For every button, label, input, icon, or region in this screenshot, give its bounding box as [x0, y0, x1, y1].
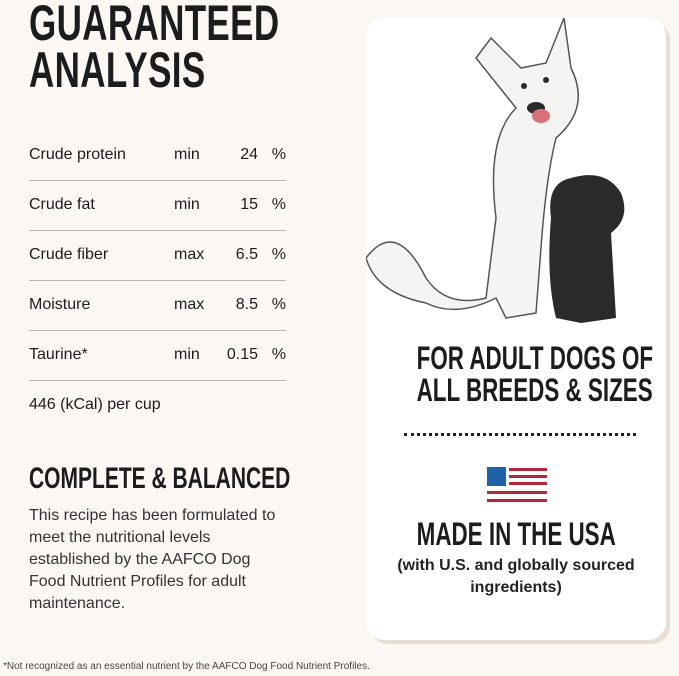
analysis-qualifier: min	[174, 146, 200, 163]
calories: 446 (kCal) per cup	[29, 396, 161, 413]
analysis-value: 6.5	[235, 246, 258, 263]
analysis-row: Crude fiber max 6.5%	[29, 230, 286, 281]
analysis-value: 8.5	[235, 296, 258, 313]
analysis-unit: %	[271, 346, 286, 363]
analysis-row: Moisture max 8.5%	[29, 280, 286, 331]
analysis-row: Crude fat min 15%	[29, 180, 286, 231]
dotted-divider	[404, 433, 636, 436]
analysis-qualifier: min	[174, 346, 200, 363]
analysis-row: Crude protein min 24%	[29, 130, 286, 181]
analysis-qualifier: max	[174, 246, 205, 263]
analysis-nutrient: Crude fiber	[29, 246, 109, 263]
complete-balanced-text: This recipe has been formulated to meet …	[29, 507, 276, 612]
dogs-illustration	[366, 18, 625, 323]
analysis-unit: %	[271, 196, 286, 213]
analysis-row: Taurine* min 0.15%	[29, 330, 286, 381]
analysis-unit: %	[271, 146, 286, 163]
analysis-nutrient: Crude fat	[29, 196, 95, 213]
footnote: *Not recognized as an essential nutrient…	[3, 661, 370, 672]
analysis-nutrient: Moisture	[29, 296, 91, 313]
for-adult-dogs: FOR ADULT DOGS OF ALL BREEDS & SIZES	[416, 340, 654, 408]
complete-balanced-heading: COMPLETE & BALANCED	[29, 462, 291, 495]
sourced-note: (with U.S. and globally sourced ingredie…	[397, 557, 635, 596]
info-card: FOR ADULT DOGS OF ALL BREEDS & SIZES MAD…	[366, 18, 666, 640]
analysis-nutrient: Taurine*	[29, 346, 88, 363]
made-in-usa: MADE IN THE USA	[416, 516, 616, 552]
analysis-value: 0.15	[226, 346, 258, 363]
analysis-qualifier: max	[174, 296, 205, 313]
analysis-unit: %	[271, 246, 286, 263]
analysis-value: 24	[240, 146, 258, 163]
us-flag-icon	[487, 467, 547, 502]
analysis-unit: %	[271, 296, 286, 313]
page-title: GUARANTEED ANALYSIS	[29, 0, 280, 98]
analysis-value: 15	[240, 196, 258, 213]
analysis-nutrient: Crude protein	[29, 146, 126, 163]
analysis-qualifier: min	[174, 196, 200, 213]
